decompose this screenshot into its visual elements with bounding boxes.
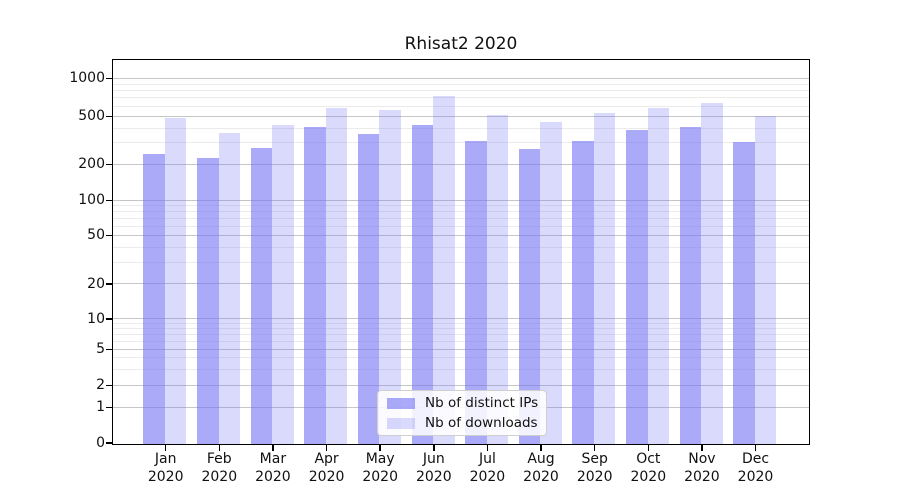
x-tick-mark bbox=[647, 445, 650, 451]
y-tick-label-50: 50 bbox=[87, 227, 105, 244]
x-tick-label-jan: Jan 2020 bbox=[147, 451, 184, 485]
legend-swatch-downloads bbox=[387, 417, 415, 429]
x-tick-label-sep: Sep 2020 bbox=[576, 451, 613, 485]
gridline-minor-400 bbox=[113, 127, 809, 129]
x-tick-mark bbox=[754, 445, 757, 451]
x-tick-mark bbox=[218, 445, 221, 451]
gridline-minor-90 bbox=[113, 205, 809, 207]
y-tick-label-1: 1 bbox=[96, 398, 105, 415]
bar-downloads-dec bbox=[754, 116, 777, 444]
gridline-major-5 bbox=[113, 348, 809, 350]
gridline-major-1000 bbox=[113, 77, 809, 79]
bar-downloads-jul bbox=[486, 115, 509, 444]
x-tick-label-mar: Mar 2020 bbox=[255, 451, 291, 485]
bar-distinct-ips-nov bbox=[679, 127, 702, 444]
gridline-minor-4 bbox=[113, 357, 809, 359]
bar-distinct-ips-sep bbox=[572, 140, 594, 444]
bar-downloads-jan bbox=[164, 117, 187, 444]
bar-downloads-mar bbox=[272, 125, 294, 444]
bar-distinct-ips-apr bbox=[304, 126, 326, 444]
x-tick-label-aug: Aug 2020 bbox=[523, 451, 559, 485]
y-tick-label-2: 2 bbox=[96, 377, 105, 394]
gridline-minor-700 bbox=[113, 97, 809, 99]
gridline-major-200 bbox=[113, 163, 809, 165]
bar-distinct-ips-dec bbox=[733, 142, 755, 444]
gridline-major-50 bbox=[113, 234, 809, 236]
x-tick-mark bbox=[433, 445, 435, 451]
bar-downloads-apr bbox=[325, 107, 348, 444]
x-tick-label-may: May 2020 bbox=[362, 451, 398, 485]
y-tick-label-100: 100 bbox=[78, 192, 105, 209]
x-tick-label-oct: Oct 2020 bbox=[630, 451, 667, 485]
legend-label: Nb of distinct IPs bbox=[425, 395, 539, 411]
x-tick-mark bbox=[701, 445, 703, 451]
bar-downloads-nov bbox=[701, 103, 723, 444]
y-tick-label-1000: 1000 bbox=[69, 70, 105, 86]
y-tick-label-10: 10 bbox=[87, 310, 105, 327]
bar-distinct-ips-aug bbox=[518, 148, 541, 444]
gridline-minor-70 bbox=[113, 217, 809, 219]
gridline-minor-80 bbox=[113, 211, 809, 213]
x-tick-label-feb: Feb 2020 bbox=[201, 451, 238, 485]
gridline-minor-900 bbox=[113, 83, 809, 85]
bar-distinct-ips-oct bbox=[626, 129, 648, 444]
bar-distinct-ips-feb bbox=[197, 157, 219, 444]
bar-distinct-ips-jun bbox=[411, 124, 433, 444]
x-tick-mark bbox=[593, 445, 596, 451]
x-tick-mark bbox=[379, 445, 381, 451]
x-tick-mark bbox=[540, 445, 542, 451]
x-tick-mark bbox=[325, 445, 328, 451]
chart-title: Rhisat2 2020 bbox=[404, 34, 518, 54]
x-tick-label-nov: Nov 2020 bbox=[684, 451, 720, 485]
bar-downloads-feb bbox=[218, 133, 240, 444]
bar-distinct-ips-jul bbox=[465, 140, 487, 444]
x-tick-mark bbox=[272, 445, 274, 451]
plot-area: Nb of distinct IPs Nb of downloads bbox=[112, 59, 810, 445]
gridline-minor-300 bbox=[113, 142, 809, 144]
gridline-minor-3 bbox=[113, 368, 809, 370]
gridline-major-500 bbox=[113, 115, 809, 117]
bar-downloads-aug bbox=[540, 121, 562, 444]
x-tick-label-dec: Dec 2020 bbox=[737, 451, 774, 485]
x-tick-label-jul: Jul 2020 bbox=[469, 451, 506, 485]
y-tick-label-500: 500 bbox=[78, 108, 105, 125]
legend-swatch-distinct-ips bbox=[387, 397, 415, 409]
legend-label: Nb of downloads bbox=[425, 415, 538, 431]
y-tick-label-5: 5 bbox=[96, 340, 105, 357]
gridline-minor-30 bbox=[113, 261, 809, 263]
gridline-minor-40 bbox=[113, 246, 809, 248]
y-tick-label-0: 0 bbox=[96, 434, 105, 451]
gridline-minor-9 bbox=[113, 322, 809, 324]
gridline-major-20 bbox=[113, 283, 809, 285]
bar-downloads-jun bbox=[433, 96, 455, 444]
bar-distinct-ips-mar bbox=[250, 147, 273, 444]
y-tick-label-20: 20 bbox=[87, 275, 105, 292]
gridline-minor-60 bbox=[113, 225, 809, 227]
gridline-minor-7 bbox=[113, 333, 809, 335]
x-tick-mark bbox=[164, 445, 167, 451]
bar-distinct-ips-may bbox=[357, 133, 380, 444]
bar-downloads-may bbox=[379, 110, 401, 444]
legend-item: Nb of distinct IPs bbox=[387, 395, 539, 411]
gridline-major-10 bbox=[113, 318, 809, 320]
gridline-major-2 bbox=[113, 384, 809, 386]
x-tick-label-apr: Apr 2020 bbox=[308, 451, 345, 485]
x-tick-label-jun: Jun 2020 bbox=[415, 451, 452, 485]
y-tick-label-200: 200 bbox=[78, 155, 105, 172]
gridline-minor-800 bbox=[113, 90, 809, 91]
legend: Nb of distinct IPs Nb of downloads bbox=[377, 390, 547, 436]
gridline-minor-6 bbox=[113, 340, 809, 342]
legend-item: Nb of downloads bbox=[387, 415, 538, 431]
gridline-major-100 bbox=[113, 199, 809, 201]
bar-distinct-ips-jan bbox=[143, 153, 165, 444]
x-tick-mark bbox=[486, 445, 489, 451]
bar-downloads-oct bbox=[647, 108, 669, 444]
bar-downloads-sep bbox=[593, 113, 616, 444]
gridline-minor-600 bbox=[113, 105, 809, 107]
gridline-minor-8 bbox=[113, 328, 809, 329]
